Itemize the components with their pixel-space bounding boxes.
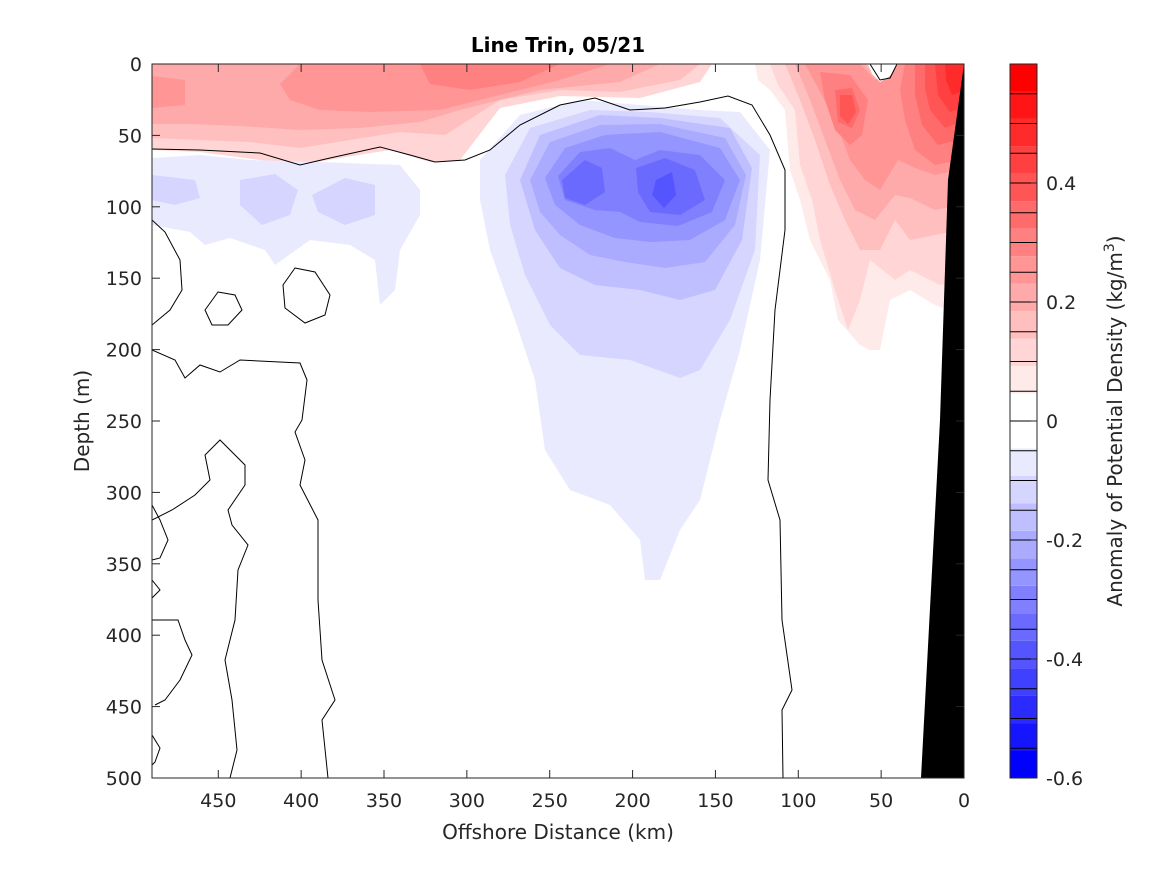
contour-fills [152,64,964,580]
colorbar-band [1010,640,1037,669]
colorbar-band [1010,256,1037,284]
zero-contour-line [152,219,183,326]
colorbar-band [1010,201,1037,229]
colorbar-band [1010,421,1037,449]
upper-negative-lobe [152,175,200,205]
colorbar-band [1010,723,1037,751]
colorbar-tick-label: -0.2 [1046,530,1083,552]
bathymetry-seafloor [921,64,964,778]
central-negative-core [562,160,605,205]
y-tick-label: 50 [118,125,142,147]
colorbar-band [1010,91,1037,119]
central-negative-core [652,172,676,208]
colorbar-band [1010,503,1037,531]
colorbar-label-suffix: ) [1103,235,1127,243]
zero-contour-line [152,579,161,599]
colorbar-tick-label: 0 [1046,411,1058,433]
x-axis: 450 400 350 300 250 200 150 100 50 0 [200,64,970,812]
plot-area [151,63,965,779]
y-tick-label: 350 [106,554,142,576]
zero-contour-line [204,291,243,326]
zero-contours [152,64,898,778]
surface-positive-band [152,76,185,108]
colorbar-band [1010,311,1037,339]
colorbar-frame [1009,63,1038,779]
zero-contour-line [282,267,331,324]
y-tick-label: 250 [106,411,142,433]
coastal-positive-anomaly [945,64,964,95]
colorbar-band [1010,448,1037,476]
zero-contour-line [152,504,169,561]
colorbar-band [1010,750,1037,778]
x-axis-label: Offshore Distance (km) [442,820,674,844]
x-tick-label: 200 [614,790,650,812]
colorbar-band [1010,146,1037,174]
colorbar-band [1010,283,1037,312]
x-tick-label: 250 [532,790,568,812]
colorbar-tick-label: 0.2 [1046,292,1076,314]
x-tick-label: 50 [869,790,893,812]
y-tick-label: 400 [106,625,142,647]
colorbar-tick-label: -0.4 [1046,649,1083,671]
colorbar-ticks: 0.4 0.2 0 -0.2 -0.4 -0.6 [1031,173,1083,790]
colorbar-band [1010,558,1037,586]
x-tick-label: 450 [200,790,236,812]
y-tick-label: 100 [106,197,142,219]
colorbar: 0.4 0.2 0 -0.2 -0.4 -0.6 Anomaly of Potential… [1009,63,1127,790]
colorbar-band [1010,393,1037,421]
chart-title: Line Trin, 05/21 [471,33,645,57]
zero-contour-line [152,349,336,778]
y-axis-label: Depth (m) [70,370,94,472]
colorbar-band [1010,366,1037,394]
colorbar-band [1010,173,1037,202]
surface-positive-band [420,64,560,90]
y-tick-label: 0 [130,54,142,76]
x-tick-label: 350 [366,790,402,812]
y-tick-label: 450 [106,697,142,719]
y-tick-label: 150 [106,268,142,290]
y-tick-label: 500 [106,768,142,790]
x-tick-label: 400 [283,790,319,812]
colorbar-band [1010,668,1037,696]
colorbar-label-main: Anomaly of Potential Density (kg/m [1103,252,1127,606]
y-tick-label: 200 [106,340,142,362]
near-surface-zero-notch [868,64,898,82]
x-tick-label: 0 [958,790,970,812]
zero-contour-line [152,619,193,706]
zero-contour-line [152,439,249,778]
colorbar-tick-label: -0.6 [1046,768,1083,790]
colorbar-bands [1010,64,1037,778]
y-axis: 0 50 100 150 200 250 300 350 400 450 500 [106,54,964,790]
x-tick-label: 100 [780,790,816,812]
colorbar-band [1010,64,1037,92]
colorbar-band [1010,530,1037,559]
colorbar-band [1010,613,1037,641]
colorbar-label-superscript: 3 [1102,243,1118,252]
zero-contour-line [869,64,898,81]
upper-negative-lobe [312,178,375,225]
upper-negative-lobe [240,174,298,225]
y-tick-label: 300 [106,482,142,504]
zero-contour-line [152,734,161,766]
x-tick-label: 300 [449,790,485,812]
zero-contour-line [152,95,793,778]
colorbar-label: Anomaly of Potential Density (kg/m3) [1102,235,1127,606]
coastal-positive-anomaly [840,95,856,124]
colorbar-tick-label: 0.4 [1046,173,1076,195]
x-tick-label: 150 [697,790,733,812]
